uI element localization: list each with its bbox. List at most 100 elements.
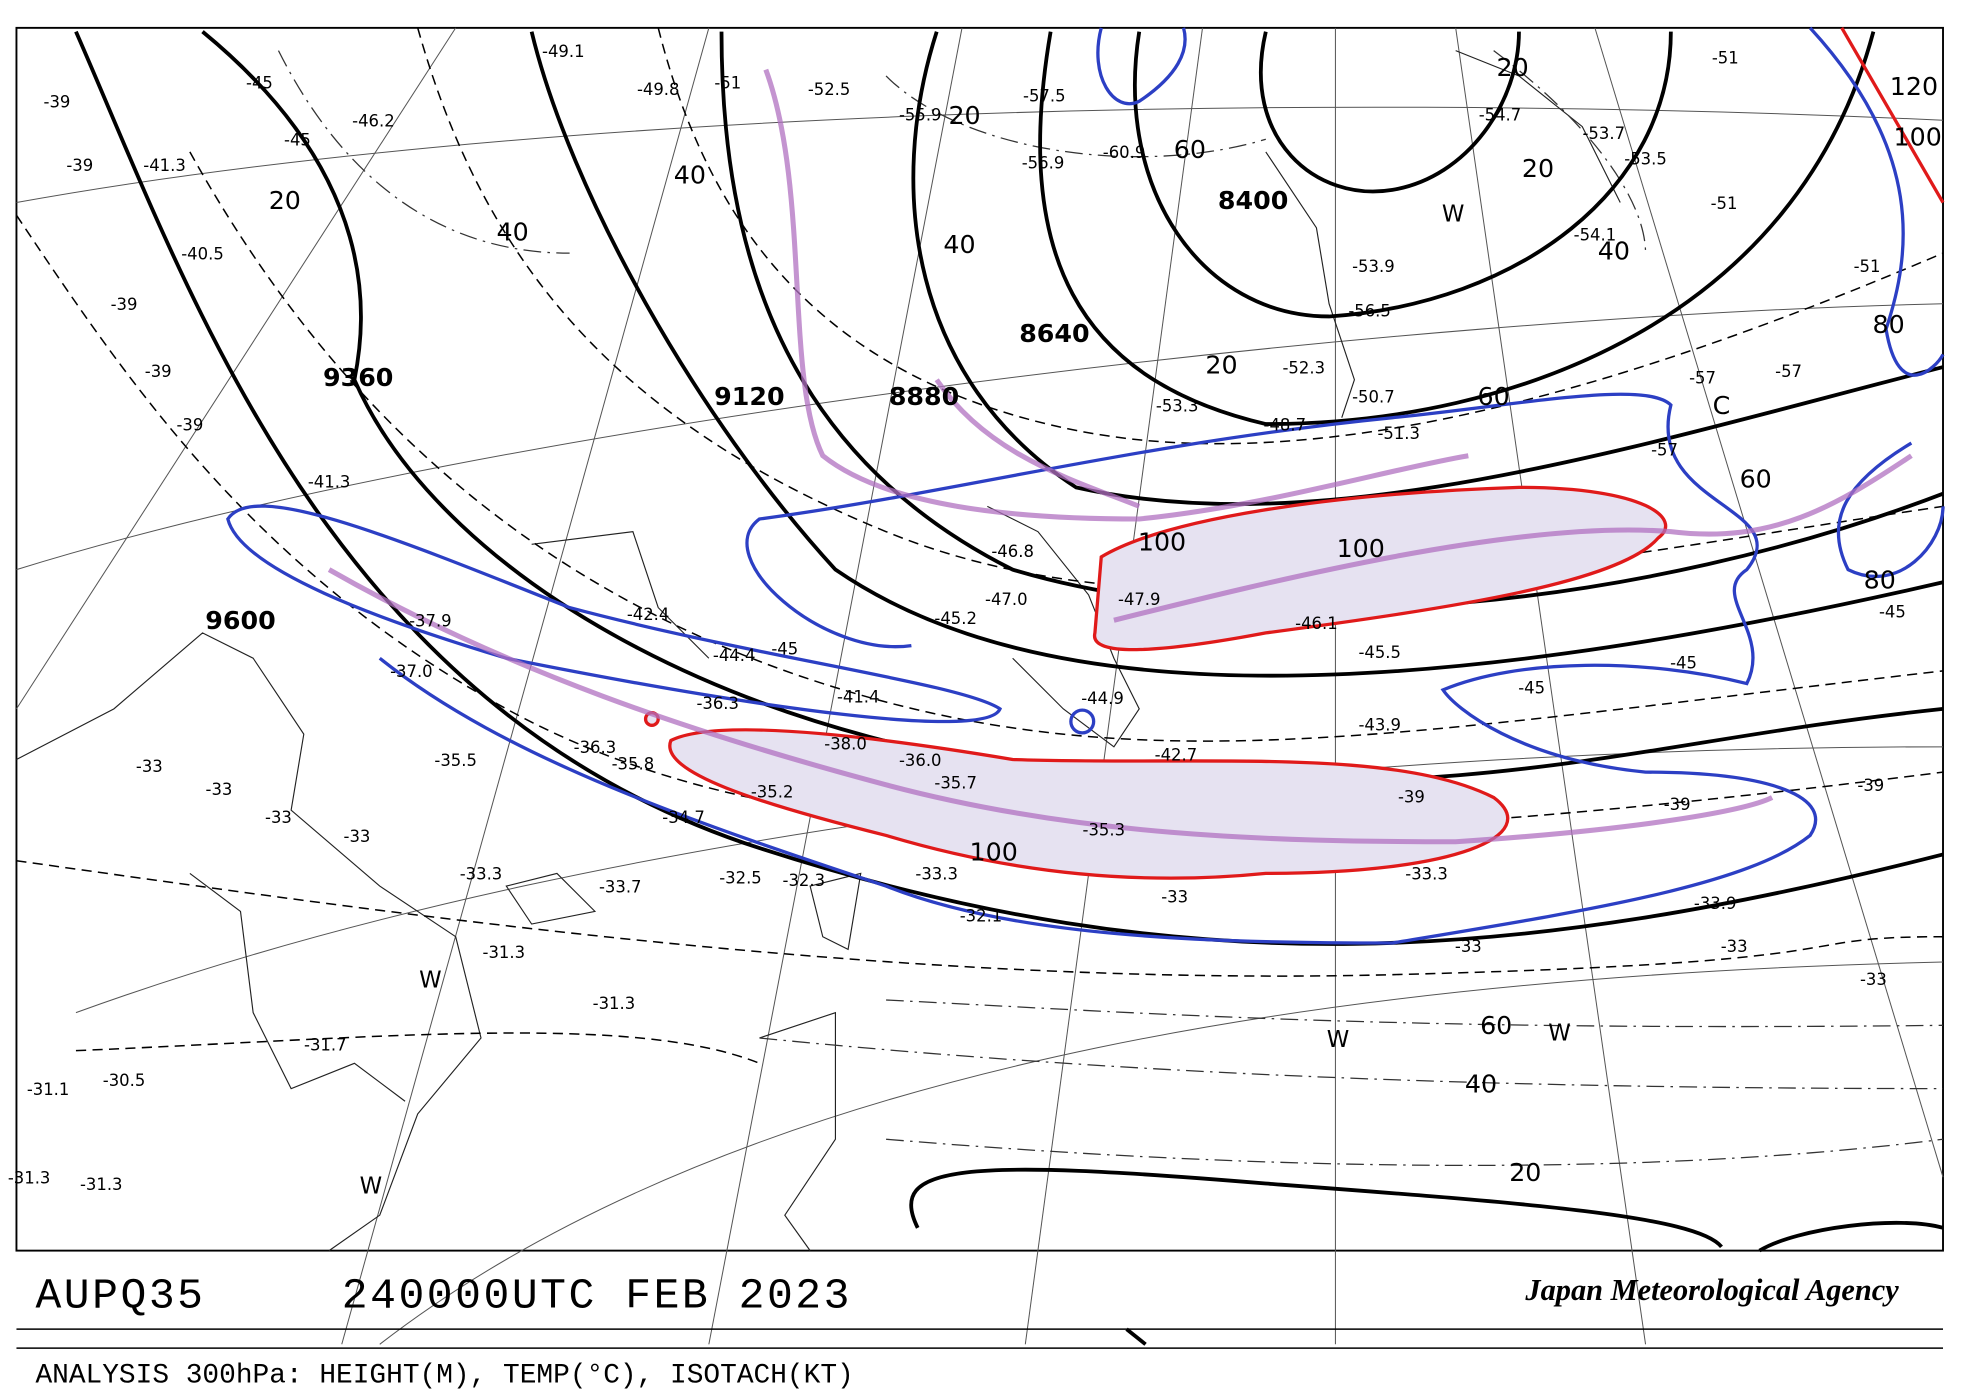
temperature-label: -38.0 bbox=[824, 734, 867, 753]
temperature-label: -37.0 bbox=[390, 662, 433, 681]
temperature-label: -44.4 bbox=[713, 646, 756, 665]
temperature-label: -33 bbox=[1161, 888, 1188, 907]
temperature-label: -32.5 bbox=[719, 869, 762, 888]
isotach-label: 40 bbox=[1465, 1069, 1497, 1098]
isotach-label: 120 bbox=[1890, 72, 1938, 101]
temperature-label: -52.5 bbox=[808, 80, 851, 99]
temperature-label: -45.2 bbox=[934, 609, 977, 628]
map-frame bbox=[15, 26, 1944, 1252]
temperature-label: -45 bbox=[1879, 603, 1906, 622]
temperature-label: -33.9 bbox=[1694, 894, 1737, 913]
wind-label: W bbox=[1327, 1027, 1350, 1053]
temperature-label: -54.7 bbox=[1479, 105, 1522, 124]
isotach-label: 60 bbox=[1480, 1011, 1512, 1040]
height-label: 9600 bbox=[205, 606, 275, 635]
map-labels: 9600 9360 9120 8880 8640 8400 20 40 20 40 60 40 20 20… bbox=[8, 42, 1942, 1200]
isotach-label: 60 bbox=[1740, 464, 1772, 493]
temperature-label: -60.9 bbox=[1103, 143, 1146, 162]
temperature-label: -39 bbox=[145, 362, 172, 381]
temperature-label: -33.7 bbox=[599, 877, 642, 896]
temperature-label: -39 bbox=[111, 295, 138, 314]
temperature-label: -33.3 bbox=[1405, 865, 1448, 884]
temperature-label: -33 bbox=[344, 827, 371, 846]
temperature-label: -46.2 bbox=[352, 112, 395, 131]
temperature-label: -41.3 bbox=[308, 472, 351, 491]
temperature-label: -39 bbox=[1664, 795, 1691, 814]
temperature-label: -47.9 bbox=[1118, 590, 1161, 609]
isotach-label: 60 bbox=[1174, 135, 1206, 164]
temperature-label: -36.3 bbox=[574, 738, 617, 757]
isotach-label: 20 bbox=[1509, 1158, 1541, 1187]
temperature-label: -45.5 bbox=[1358, 643, 1401, 662]
isotach-label: 20 bbox=[948, 101, 980, 130]
temperature-label: -49.8 bbox=[637, 80, 680, 99]
temperature-label: -50.7 bbox=[1352, 388, 1395, 407]
temperature-label: -49.1 bbox=[542, 42, 585, 61]
temperature-label: -35.2 bbox=[751, 782, 794, 801]
temperature-label: -42.7 bbox=[1155, 746, 1198, 765]
temperature-label: -31.1 bbox=[27, 1080, 70, 1099]
temperature-label: -56.9 bbox=[1022, 153, 1065, 172]
temperature-label: -45 bbox=[1518, 679, 1545, 698]
wind-label: W bbox=[360, 1174, 383, 1200]
temperature-label: -33 bbox=[206, 780, 233, 799]
temperature-label: -54.1 bbox=[1574, 226, 1617, 245]
agency: Japan Meteorological Agency bbox=[1524, 1273, 1899, 1307]
isotach-label: 80 bbox=[1872, 310, 1904, 339]
temperature-label: -53.5 bbox=[1624, 150, 1667, 169]
isotach-label: 40 bbox=[1598, 236, 1630, 265]
temperature-label: -55.9 bbox=[899, 105, 942, 124]
temperature-label: -33 bbox=[265, 808, 292, 827]
isotach-lines bbox=[277, 50, 1944, 1167]
cold-center: C bbox=[1713, 391, 1731, 420]
temperature-label: -51 bbox=[1712, 48, 1739, 67]
temperature-label: -31.3 bbox=[483, 943, 526, 962]
temperature-label: -31.3 bbox=[8, 1169, 51, 1188]
coastlines bbox=[16, 50, 1621, 1252]
temperature-label: -33 bbox=[1721, 937, 1748, 956]
isotach-label: 20 bbox=[269, 186, 301, 215]
temperature-label: -52.3 bbox=[1283, 358, 1326, 377]
temperature-label: -33.3 bbox=[460, 865, 503, 884]
height-label: 9120 bbox=[714, 382, 784, 411]
temperature-label: -33 bbox=[1860, 970, 1887, 989]
isotach-label: 40 bbox=[943, 230, 975, 259]
temperature-label: -39 bbox=[66, 156, 93, 175]
jet-areas bbox=[226, 26, 1945, 945]
temperature-label: -33.3 bbox=[915, 865, 958, 884]
height-label: 8880 bbox=[889, 382, 959, 411]
temperature-label: -31.3 bbox=[593, 994, 636, 1013]
temperature-label: -31.7 bbox=[304, 1036, 347, 1055]
temperature-label: -45 bbox=[246, 74, 273, 93]
temperature-label: -45 bbox=[284, 131, 311, 150]
temperature-label: -53.3 bbox=[1156, 396, 1199, 415]
height-label: 8640 bbox=[1019, 319, 1089, 348]
temperature-label: -46.8 bbox=[991, 542, 1034, 561]
temperature-label: -51 bbox=[1711, 194, 1738, 213]
height-label: 9360 bbox=[323, 363, 393, 392]
isotach-label: 20 bbox=[1497, 53, 1529, 82]
temperature-label: -39 bbox=[176, 415, 203, 434]
temperature-label: -41.3 bbox=[143, 156, 186, 175]
isotach-label: 100 bbox=[1337, 534, 1385, 563]
temperature-label: -41.4 bbox=[837, 688, 880, 707]
temperature-label: -56.5 bbox=[1348, 301, 1391, 320]
temperature-label: -36.0 bbox=[899, 751, 942, 770]
temperature-label: -51 bbox=[1854, 257, 1881, 276]
isotach-label: 100 bbox=[1894, 123, 1942, 152]
temperature-label: -51.3 bbox=[1377, 424, 1420, 443]
temperature-label: -30.5 bbox=[103, 1071, 146, 1090]
temperature-label: -33 bbox=[136, 757, 163, 776]
temperature-label: -57 bbox=[1689, 369, 1716, 388]
temperature-label: -42.4 bbox=[627, 605, 670, 624]
wind-label: W bbox=[419, 967, 442, 993]
temperature-label: -35.7 bbox=[934, 774, 977, 793]
isotach-label: 40 bbox=[497, 218, 529, 247]
temperature-label: -45 bbox=[771, 639, 798, 658]
temperature-label: -57.5 bbox=[1023, 86, 1066, 105]
temperature-label: -44.9 bbox=[1081, 689, 1124, 708]
temperature-label: -53.7 bbox=[1583, 124, 1626, 143]
temperature-label: -36.3 bbox=[696, 694, 739, 713]
temperature-label: -53.9 bbox=[1352, 257, 1395, 276]
